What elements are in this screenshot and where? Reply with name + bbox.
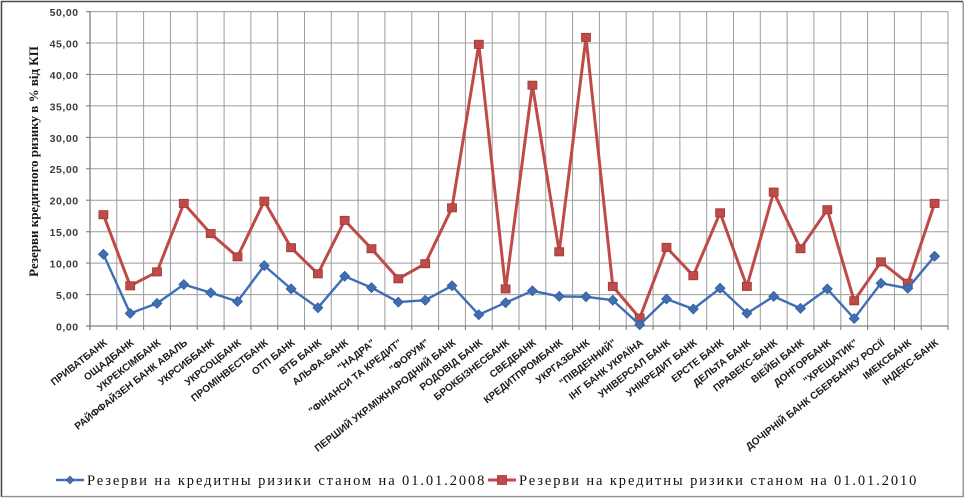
svg-text:50,00: 50,00 xyxy=(50,7,79,19)
svg-text:45,00: 45,00 xyxy=(50,38,79,50)
svg-text:20,00: 20,00 xyxy=(50,196,79,208)
svg-text:40,00: 40,00 xyxy=(50,70,79,82)
svg-text:Резерви кредитного ризику в %: Резерви кредитного ризику в % від КП xyxy=(26,46,41,277)
svg-text:25,00: 25,00 xyxy=(50,164,79,176)
svg-text:30,00: 30,00 xyxy=(50,133,79,145)
svg-text:Резерви на кредитны ризики ста: Резерви на кредитны ризики станом на 01.… xyxy=(87,473,486,489)
svg-text:5,00: 5,00 xyxy=(56,290,79,302)
svg-text:10,00: 10,00 xyxy=(50,259,79,271)
svg-text:15,00: 15,00 xyxy=(50,227,79,239)
svg-text:35,00: 35,00 xyxy=(50,101,79,113)
svg-text:Резерви на кредитны ризики ста: Резерви на кредитны ризики станом на 01.… xyxy=(519,473,918,489)
svg-text:0,00: 0,00 xyxy=(56,321,79,333)
